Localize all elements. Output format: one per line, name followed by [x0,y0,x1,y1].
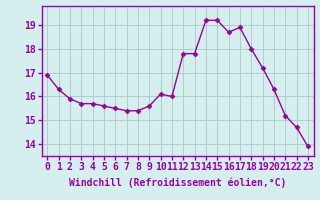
X-axis label: Windchill (Refroidissement éolien,°C): Windchill (Refroidissement éolien,°C) [69,177,286,188]
